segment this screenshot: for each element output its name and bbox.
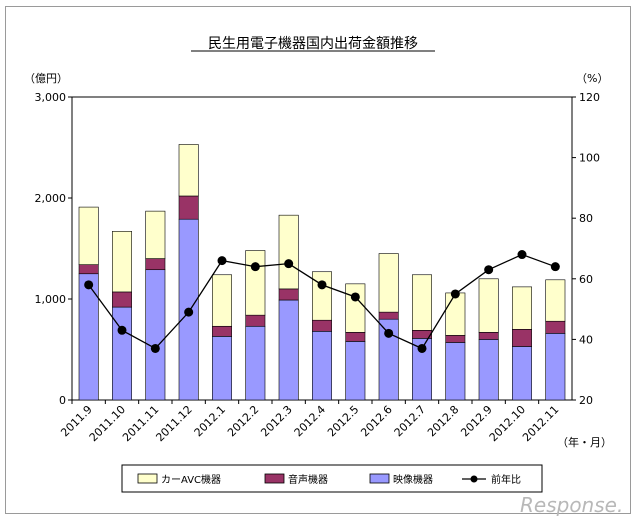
bar-segment <box>545 320 566 334</box>
bar-segment <box>445 342 466 401</box>
x-tick-label: 2012.3 <box>258 403 294 439</box>
right-axis-unit: （%） <box>576 72 608 85</box>
x-tick-label: 2012.5 <box>325 403 361 439</box>
bar-segment <box>478 339 499 401</box>
legend-swatch-car-avc <box>137 473 158 484</box>
x-tick-label: 2012.1 <box>192 403 228 439</box>
yoy-point <box>550 262 560 272</box>
yoy-line <box>84 250 560 353</box>
bar-segment <box>145 269 166 401</box>
bar-segment <box>345 332 366 342</box>
bar-segment <box>378 253 399 313</box>
left-axis-ticks: 0 1,000 2,000 3,000 <box>35 91 72 407</box>
yoy-point <box>150 343 160 353</box>
yoy-point <box>450 289 460 299</box>
x-tick-label: 2011.12 <box>153 403 194 444</box>
bar-segment <box>212 274 232 327</box>
right-tick-label: 40 <box>579 333 593 346</box>
bar-segment <box>478 332 499 340</box>
bar-segment <box>412 274 432 331</box>
right-tick-label: 20 <box>579 394 593 407</box>
yoy-point <box>517 250 527 260</box>
chart-frame <box>5 6 631 514</box>
watermark-logo: Response. <box>520 493 623 517</box>
bar-segment <box>445 335 466 343</box>
bar-segment <box>112 291 132 308</box>
bar-segment <box>512 346 532 401</box>
bar-segment <box>145 210 166 259</box>
right-tick-label: 100 <box>579 152 600 165</box>
right-tick-label: 80 <box>579 212 593 225</box>
x-tick-label: 2012.4 <box>292 403 328 439</box>
right-tick-label: 120 <box>579 91 600 104</box>
right-tick-label: 60 <box>579 273 593 286</box>
bar-segment <box>512 328 532 347</box>
yoy-point <box>384 328 394 338</box>
bar-segment <box>312 271 332 321</box>
legend-audio: 音声機器 <box>288 473 328 486</box>
left-tick-label: 2,000 <box>35 192 67 205</box>
bar-segment <box>245 250 266 316</box>
bar-segment <box>312 319 332 332</box>
yoy-point <box>250 262 260 272</box>
bar-segment <box>245 314 266 327</box>
yoy-point <box>417 343 427 353</box>
x-tick-label: 2012.6 <box>358 403 394 439</box>
legend-yoy: 前年比 <box>491 473 521 486</box>
chart-title: 民生用電子機器国内出荷金額推移 <box>208 36 418 52</box>
legend: カーAVC機器 音声機器 映像機器 前年比 <box>121 464 543 493</box>
x-tick-label: 2012.11 <box>520 403 561 444</box>
bar-segment <box>512 286 532 330</box>
bar-segment <box>245 325 266 401</box>
yoy-point <box>284 259 294 269</box>
bar-segment <box>278 214 299 290</box>
x-tick-label: 2012.7 <box>392 403 428 439</box>
bar-segment <box>445 292 466 336</box>
right-axis-ticks: 20 40 60 80 100 120 <box>572 91 600 407</box>
yoy-point <box>217 256 227 266</box>
yoy-point <box>117 325 127 335</box>
bar-segment <box>78 206 99 265</box>
bar-series <box>78 144 566 401</box>
yoy-point <box>184 307 194 317</box>
x-axis-ticks: 2011.92011.102011.112011.122012.12012.22… <box>58 400 561 444</box>
legend-marker <box>470 475 478 483</box>
yoy-point <box>350 292 360 302</box>
yoy-point <box>317 280 327 290</box>
bar-segment <box>112 231 132 293</box>
bar-segment <box>345 283 366 333</box>
bar-segment <box>278 288 299 301</box>
legend-swatch-audio <box>264 473 285 484</box>
x-axis-unit: （年・月） <box>557 435 612 449</box>
legend-swatch-video <box>369 473 390 484</box>
bar-segment <box>212 325 232 337</box>
bar-segment <box>345 341 366 401</box>
bar-segment <box>378 311 399 320</box>
bar-segment <box>145 258 166 271</box>
left-tick-label: 3,000 <box>35 91 67 104</box>
x-tick-label: 2012.2 <box>225 403 261 439</box>
legend-car-avc: カーAVC機器 <box>161 473 221 486</box>
legend-video: 映像機器 <box>393 473 433 486</box>
bar-segment <box>545 279 566 322</box>
bar-segment <box>545 333 566 401</box>
x-tick-label: 2012.8 <box>425 403 461 439</box>
bar-segment <box>178 195 199 220</box>
yoy-point <box>84 280 94 290</box>
bar-segment <box>178 144 199 197</box>
left-tick-label: 0 <box>59 394 66 407</box>
bar-segment <box>312 331 332 401</box>
bar-segment <box>78 264 99 275</box>
bar-segment <box>78 273 99 401</box>
yoy-point <box>484 265 494 275</box>
bar-segment <box>278 299 299 401</box>
left-tick-label: 1,000 <box>35 293 67 306</box>
bar-segment <box>478 278 499 333</box>
left-axis-unit: （億円） <box>24 72 68 85</box>
bar-segment <box>212 336 232 401</box>
